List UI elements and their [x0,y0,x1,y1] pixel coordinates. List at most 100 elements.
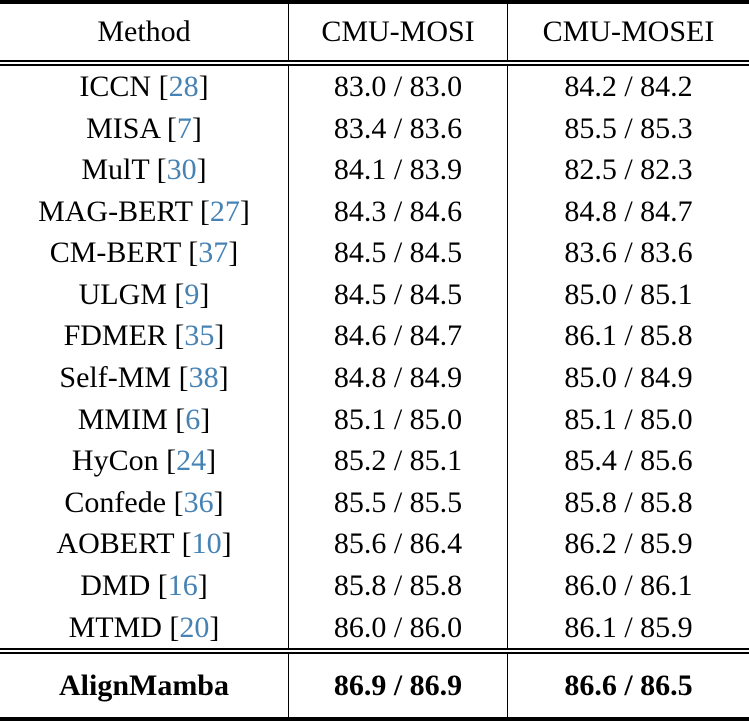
method-cell: Self-MM [38] [0,357,288,399]
citation-bracket: [ [178,361,189,395]
citation-link[interactable]: 24 [176,444,207,478]
mosei-cell: 86.2 / 85.9 [507,523,749,565]
citation-link[interactable]: 37 [198,236,229,270]
citation-open-bracket [149,153,157,186]
table-row: Confede [36] 85.5 / 85.5 85.8 / 85.8 [0,481,749,524]
citation-link[interactable]: 28 [168,70,199,103]
table-rule-above-final [0,648,749,654]
citation-link[interactable]: 20 [179,610,210,644]
mosei-cell: 85.8 / 85.8 [507,481,749,524]
citation-bracket: ] [199,277,210,311]
citation-open-bracket [174,527,182,560]
citation-bracket: ] [191,111,202,145]
citation-bracket: ] [228,236,239,270]
method-name: CM-BERT [49,236,181,270]
method-name: AOBERT [56,527,175,561]
mosi-cell: 85.2 / 85.1 [288,440,507,482]
citation-link[interactable]: 10 [191,527,222,561]
citation-bracket: [ [157,568,168,602]
method-cell: MAG-BERT [27] [0,191,288,233]
citation-link[interactable]: 27 [209,194,240,228]
citation-bracket: ] [209,610,220,644]
table-body: ICCN [28] 83.0 / 83.0 84.2 / 84.2 MISA [7] 8… [0,66,749,649]
table-row: Self-MM [38] 84.8 / 84.9 85.0 / 84.9 [0,357,749,399]
citation-bracket: ] [213,485,224,519]
table-row: ULGM [9] 84.5 / 84.5 85.0 / 85.1 [0,273,749,316]
citation-bracket: ] [200,402,211,436]
table-row: FDMER [35] 84.6 / 84.7 86.1 / 85.8 [0,315,749,358]
method-name: MAG-BERT [38,194,193,228]
method-cell: Confede [36] [0,482,288,524]
citation-link[interactable]: 36 [183,485,214,519]
citation-bracket: ] [196,153,207,187]
mosi-cell: 84.3 / 84.6 [288,190,507,233]
citation-bracket: [ [173,485,184,519]
method-cell: AOBERT [10] [0,523,288,565]
citation-open-bracket [151,70,159,103]
mosei-cell: 86.0 / 86.1 [507,564,749,607]
column-header-cmu-mosei: CMU-MOSEI [507,4,749,60]
mosei-cell: 83.6 / 83.6 [507,232,749,274]
table-row: ICCN [28] 83.0 / 83.0 84.2 / 84.2 [0,66,749,108]
mosei-cell: 86.1 / 85.9 [507,606,749,649]
citation-link[interactable]: 6 [185,402,201,436]
citation-link[interactable]: 35 [184,319,215,353]
citation-bracket: [ [199,194,210,228]
mosi-cell: 83.4 / 83.6 [288,107,507,150]
citation-bracket: [ [175,402,186,436]
citation-bracket: ] [221,527,232,561]
table-row: AOBERT [10] 85.6 / 86.4 86.2 / 85.9 [0,523,749,565]
mosi-cell: 85.5 / 85.5 [288,481,507,524]
mosi-cell: 86.0 / 86.0 [288,606,507,649]
mosi-cell: 84.5 / 84.5 [288,273,507,316]
mosi-cell: 85.6 / 86.4 [288,523,507,565]
method-name: MulT [81,153,150,187]
citation-link[interactable]: 7 [176,111,192,145]
method-cell: MTMD [20] [0,607,288,649]
table-row: MMIM [6] 85.1 / 85.0 85.1 / 85.0 [0,398,749,441]
citation-open-bracket [150,569,158,602]
citation-bracket: [ [174,277,185,311]
method-cell: FDMER [35] [0,315,288,357]
mosi-cell: 84.5 / 84.5 [288,232,507,274]
mosi-cell: 85.1 / 85.0 [288,398,507,441]
bottom-margin [0,721,749,724]
method-name: ICCN [79,70,152,103]
mosei-cell: 85.5 / 85.3 [507,107,749,150]
table-rule-top [0,0,749,4]
citation-bracket: [ [166,444,177,478]
citation-open-bracket [166,486,174,519]
method-cell: ICCN [28] [0,66,288,108]
citation-bracket: [ [156,153,167,187]
citation-open-bracket [192,195,200,228]
table-row: MTMD [20] 86.0 / 86.0 86.1 / 85.9 [0,606,749,649]
mosi-cell: 85.8 / 85.8 [288,564,507,607]
mosi-cell: 84.1 / 83.9 [288,149,507,191]
citation-link[interactable]: 38 [188,361,219,395]
table-row: MISA [7] 83.4 / 83.6 85.5 / 85.3 [0,107,749,150]
citation-bracket: ] [214,319,225,353]
citation-link[interactable]: 16 [167,568,198,602]
mosi-cell: 86.9 / 86.9 [288,654,507,717]
mosi-cell: 84.8 / 84.9 [288,357,507,399]
table-row: DMD [16] 85.8 / 85.8 86.0 / 86.1 [0,564,749,607]
table-row-alignmamba: AlignMamba 86.9 / 86.9 86.6 / 86.5 [0,654,749,717]
mosei-cell: 85.0 / 84.9 [507,357,749,399]
citation-bracket: [ [166,111,177,145]
citation-link[interactable]: 30 [166,153,197,187]
citation-open-bracket [159,444,167,477]
table-row: CM-BERT [37] 84.5 / 84.5 83.6 / 83.6 [0,232,749,274]
mosei-cell: 86.6 / 86.5 [507,654,749,717]
column-header-cmu-mosi: CMU-MOSI [288,4,507,60]
mosei-cell: 84.2 / 84.2 [507,66,749,108]
column-header-method: Method [97,15,191,48]
method-cell: HyCon [24] [0,440,288,482]
citation-bracket: [ [188,236,199,270]
table-row: MAG-BERT [27] 84.3 / 84.6 84.8 / 84.7 [0,190,749,233]
mosei-cell: 84.8 / 84.7 [507,190,749,233]
citation-bracket: ] [218,361,229,395]
method-name: HyCon [71,444,159,478]
citation-link[interactable]: 9 [184,277,200,311]
method-cell: DMD [16] [0,565,288,607]
